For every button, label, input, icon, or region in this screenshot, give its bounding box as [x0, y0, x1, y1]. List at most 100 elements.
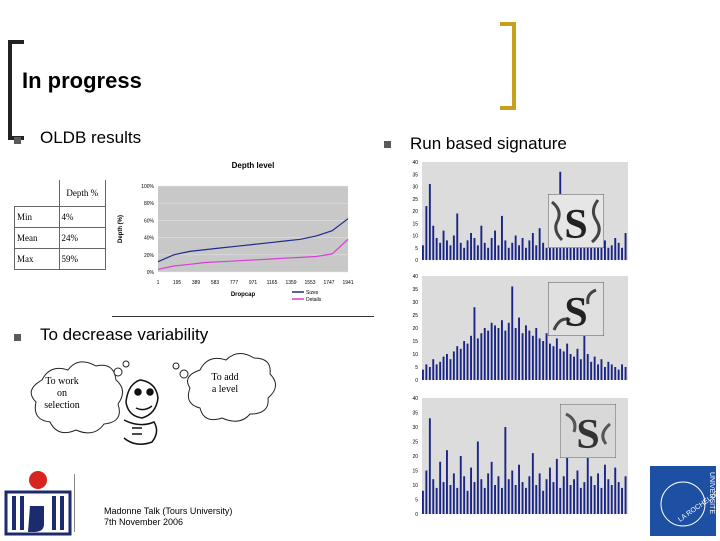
- signature-bar: [538, 473, 541, 514]
- signature-bar: [617, 369, 620, 380]
- signature-bar: [518, 464, 520, 514]
- signature-bar: [487, 247, 490, 261]
- signature-bar: [432, 479, 435, 514]
- signature-bar: [439, 361, 442, 380]
- y-tick-label: 0: [415, 378, 418, 384]
- signature-bar: [456, 213, 459, 260]
- signature-bar: [528, 330, 531, 380]
- signature-bar: [576, 245, 579, 260]
- signature-bar: [600, 359, 603, 380]
- depth-row-label: Max: [14, 248, 60, 270]
- thought-left-line: To work: [45, 376, 79, 387]
- depth-row-label: Mean: [14, 227, 60, 249]
- chart-underline: [112, 316, 374, 317]
- thought-right-line: To add: [211, 372, 239, 383]
- table-row: Mean 24%: [14, 227, 106, 249]
- signature-bar: [607, 479, 610, 514]
- depth-table-corner: [15, 180, 60, 207]
- signature-bar: [470, 467, 472, 514]
- thought-dot: [122, 360, 130, 368]
- y-tick-label: 30: [412, 425, 418, 431]
- signature-bar: [422, 369, 424, 380]
- signature-bar: [566, 343, 569, 380]
- dropcap-s-image-2: S: [548, 282, 604, 336]
- signature-bar: [480, 333, 483, 380]
- signature-bar: [542, 490, 545, 514]
- signature-bar: [449, 359, 452, 380]
- x-tick-label: 971: [249, 280, 258, 286]
- signature-bar: [473, 307, 476, 380]
- svg-text:S: S: [576, 412, 599, 458]
- signature-bar: [428, 418, 431, 514]
- signature-bar: [507, 247, 510, 261]
- signature-bar: [531, 453, 534, 514]
- signature-bar: [470, 335, 472, 380]
- signature-bar: [593, 356, 596, 380]
- plot-area: [158, 186, 348, 272]
- signature-bar: [525, 487, 527, 514]
- signature-bar: [459, 242, 462, 260]
- signature-bar: [590, 242, 593, 260]
- signature-bar: [583, 312, 586, 380]
- signature-bar: [432, 225, 435, 260]
- signature-bar: [545, 333, 548, 380]
- signature-bar: [614, 238, 617, 261]
- signature-bar: [463, 476, 466, 514]
- bullet-oldb-results: OLDB results: [40, 128, 142, 147]
- signature-bar: [610, 364, 613, 380]
- thought-left-line: on: [57, 388, 67, 399]
- x-tick-label: 1747: [323, 280, 334, 286]
- signature-bar: [511, 242, 514, 260]
- bullet-decrease-variability: To decrease variability: [40, 325, 209, 344]
- signature-bar: [435, 364, 438, 380]
- signature-bar: [573, 479, 575, 514]
- depth-row-value: 4%: [58, 206, 106, 228]
- signature-bar: [435, 487, 438, 514]
- y-tick-label: 30: [412, 300, 418, 306]
- footer-text: Madonne Talk (Tours University) 7th Nove…: [104, 506, 232, 528]
- thought-text-right: To add a level: [198, 372, 252, 396]
- signature-bar: [614, 367, 617, 380]
- signature-bar: [432, 359, 435, 380]
- signature-bar: [494, 325, 496, 380]
- signature-bar: [610, 245, 613, 260]
- bullet-marker: [14, 137, 21, 144]
- signature-bar: [569, 354, 572, 380]
- y-tick-label: 60%: [144, 218, 155, 224]
- signature-bar: [425, 364, 428, 380]
- y-tick-label: 0%: [147, 270, 155, 276]
- thought-dot: [113, 367, 123, 377]
- signature-bar: [549, 467, 551, 514]
- x-tick-label: 1165: [267, 280, 278, 286]
- signature-bar: [473, 482, 476, 514]
- y-tick-label: 15: [412, 469, 418, 475]
- signature-bar: [535, 328, 538, 380]
- university-logo: LA ROCHELLE UNIVERSITE: [650, 466, 720, 536]
- signature-bar: [483, 242, 486, 260]
- footer-talk: Madonne Talk (Tours University): [104, 506, 233, 516]
- signature-bar: [624, 367, 627, 380]
- signature-bar: [507, 322, 510, 380]
- depth-row-label: Min: [14, 206, 60, 228]
- y-tick-label: 25: [412, 313, 418, 319]
- signature-bar: [480, 225, 483, 260]
- signature-bar: [562, 476, 565, 514]
- signature-bar: [552, 482, 555, 514]
- signature-bar: [597, 245, 599, 260]
- signature-bar: [583, 238, 586, 261]
- signature-bar: [579, 240, 582, 260]
- logo-red-ball: [29, 471, 47, 489]
- signature-bar: [593, 485, 596, 514]
- signature-bar: [604, 464, 606, 514]
- signature-bar: [480, 479, 483, 514]
- x-tick-label: 583: [211, 280, 220, 286]
- signature-bar: [590, 361, 593, 380]
- signature-bar: [586, 354, 589, 380]
- university-logo-mark: LA ROCHELLE UNIVERSITE: [660, 472, 720, 527]
- signature-bar: [514, 328, 517, 380]
- signature-bar: [555, 338, 558, 380]
- x-tick-label: 1941: [342, 280, 353, 286]
- y-axis-label: Depth (%): [118, 215, 124, 243]
- thought-text-left: To work on selection: [34, 376, 90, 412]
- thought-dot: [179, 369, 189, 379]
